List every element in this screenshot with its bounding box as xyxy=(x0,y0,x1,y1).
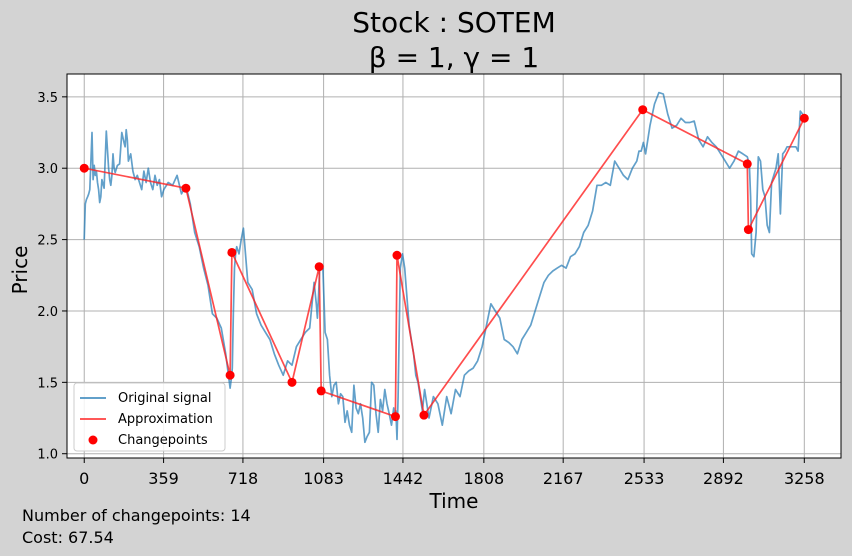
changepoint-marker xyxy=(638,105,648,115)
y-tick-label: 2.0 xyxy=(37,305,58,320)
changepoint-marker xyxy=(316,386,326,396)
x-tick-label: 2533 xyxy=(624,469,665,488)
x-tick-label: 1083 xyxy=(303,469,344,488)
plot-frame xyxy=(66,73,842,459)
changepoint-marker xyxy=(419,410,429,420)
changepoint-marker xyxy=(314,262,324,272)
y-axis-label: Price xyxy=(8,246,32,295)
approximation-layer xyxy=(84,108,806,418)
x-tick-label: 3258 xyxy=(784,469,825,488)
changepoint-marker xyxy=(742,159,752,169)
chart-title: Stock : SOTEM xyxy=(352,6,556,39)
legend-box xyxy=(73,382,226,452)
x-axis-label: Time xyxy=(429,489,479,513)
y-tick-label: 1.0 xyxy=(37,448,58,463)
x-axis-ticks: 0 359 718 1083 1442 1808 2167 2533 2892 3258 xyxy=(79,458,825,488)
changepoint-marker xyxy=(287,377,297,387)
y-axis-ticks: 1.0 1.5 2.0 2.5 3.0 3.5 xyxy=(37,91,67,463)
changepoint-marker xyxy=(181,183,191,193)
changepoint-marker xyxy=(225,370,235,380)
changepoint-marker xyxy=(799,113,809,123)
y-tick-label: 3.0 xyxy=(37,162,58,177)
legend-label-original: Original signal xyxy=(118,391,211,406)
legend-swatch-changepoints xyxy=(88,435,98,445)
changepoint-marker xyxy=(227,247,237,257)
changepoints-layer xyxy=(79,105,809,422)
x-tick-label: 1808 xyxy=(463,469,504,488)
legend-label-changepoints: Changepoints xyxy=(118,433,208,448)
x-tick-label: 0 xyxy=(79,469,89,488)
y-tick-label: 3.5 xyxy=(37,91,58,106)
x-tick-label: 2892 xyxy=(703,469,744,488)
x-tick-label: 2167 xyxy=(543,469,584,488)
y-tick-label: 1.5 xyxy=(37,376,58,391)
x-tick-label: 718 xyxy=(228,469,259,488)
changepoint-marker xyxy=(392,250,402,260)
changepoint-marker xyxy=(390,412,400,422)
original-signal-layer xyxy=(83,91,806,444)
changepoint-marker xyxy=(743,225,753,235)
legend-label-approximation: Approximation xyxy=(118,412,213,427)
x-tick-label: 359 xyxy=(148,469,179,488)
approximation-line xyxy=(84,108,806,418)
y-tick-label: 2.5 xyxy=(37,234,58,249)
changepoint-marker xyxy=(79,163,89,173)
cost-text: Cost: 67.54 xyxy=(22,528,114,547)
x-tick-label: 1442 xyxy=(383,469,424,488)
chart-subtitle: β = 1, γ = 1 xyxy=(369,41,539,74)
changepoints-count-text: Number of changepoints: 14 xyxy=(22,506,251,525)
legend: Original signal Approximation Changepoin… xyxy=(73,382,226,452)
original-signal-line xyxy=(83,91,806,444)
